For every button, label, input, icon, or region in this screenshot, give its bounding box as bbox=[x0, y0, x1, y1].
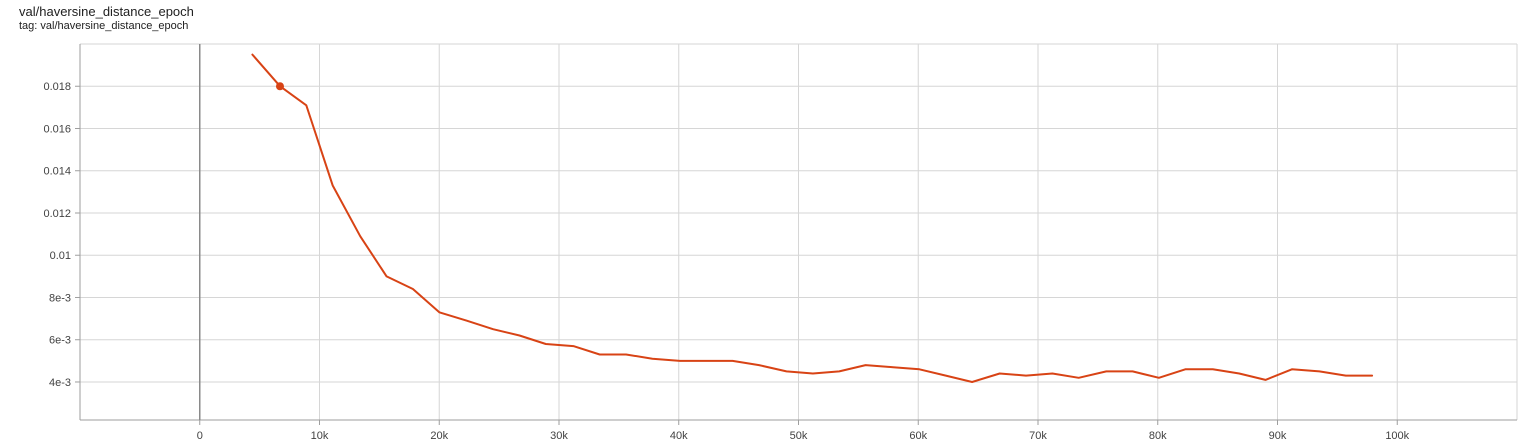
x-tick-label: 30k bbox=[550, 430, 568, 442]
y-tick-label: 0.016 bbox=[43, 123, 71, 135]
tick-labels: 0 10k 20k 30k 40k 50k 60k 70k 80k 90k 100k 4e-3 6e-3… bbox=[43, 81, 1409, 442]
x-tick-label: 40k bbox=[670, 430, 688, 442]
y-tick-label: 0.014 bbox=[43, 166, 71, 178]
y-tick-label: 0.01 bbox=[50, 250, 71, 262]
axes bbox=[75, 44, 1517, 425]
chart-title: val/haversine_distance_epoch bbox=[19, 4, 194, 19]
y-tick-label: 0.012 bbox=[43, 208, 71, 220]
highlight-point bbox=[275, 82, 284, 91]
grid-lines bbox=[80, 43, 1518, 420]
x-tick-label: 20k bbox=[430, 430, 448, 442]
y-tick-label: 4e-3 bbox=[49, 377, 71, 389]
x-tick-label: 80k bbox=[1149, 430, 1167, 442]
x-tick-label: 100k bbox=[1385, 430, 1409, 442]
x-tick-label: 10k bbox=[311, 430, 329, 442]
chart-tag: tag: val/haversine_distance_epoch bbox=[19, 20, 189, 32]
x-tick-label: 70k bbox=[1029, 430, 1047, 442]
y-tick-label: 6e-3 bbox=[49, 335, 71, 347]
y-tick-label: 8e-3 bbox=[49, 292, 71, 304]
x-tick-label: 60k bbox=[909, 430, 927, 442]
y-tick-label: 0.018 bbox=[43, 81, 71, 93]
x-tick-label: 90k bbox=[1269, 430, 1287, 442]
series-line bbox=[251, 53, 1374, 383]
series bbox=[251, 53, 1374, 383]
x-tick-label: 0 bbox=[197, 430, 203, 442]
x-tick-label: 50k bbox=[790, 430, 808, 442]
